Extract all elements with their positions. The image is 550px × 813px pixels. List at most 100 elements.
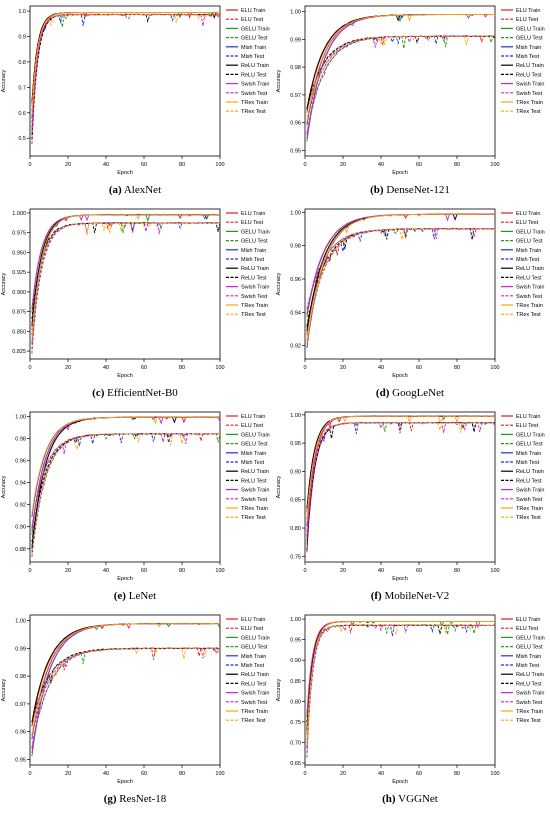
series-line-trex-train [31, 623, 220, 737]
legend-label: Mish Train [516, 45, 541, 51]
series-line-elu-test [31, 433, 220, 547]
panel-caption: (b) DenseNet-121 [275, 184, 545, 196]
caption-name: AlexNet [123, 184, 162, 196]
series-line-relu-train [306, 13, 495, 110]
y-tick-label: 0.97 [15, 702, 26, 708]
legend-label: Mish Train [516, 451, 541, 457]
series-line-relu-train [31, 623, 220, 723]
x-axis-label: Epoch [392, 576, 408, 582]
legend-label: Mish Train [241, 654, 266, 660]
y-tick-label: 1.00 [290, 413, 301, 419]
x-tick-label: 60 [416, 568, 422, 574]
panel-caption: (f) MobileNet-V2 [275, 590, 545, 602]
legend-label: ReLU Test [241, 478, 267, 484]
x-tick-label: 80 [454, 162, 460, 168]
y-tick-label: 0.850 [12, 329, 26, 335]
x-tick-label: 20 [340, 162, 346, 168]
series-line-swish-test [31, 222, 220, 350]
caption-letter: (c) [92, 387, 105, 399]
legend-label: TRex Test [241, 109, 266, 115]
legend-label: Mish Test [241, 257, 265, 263]
y-tick-label: 0.80 [290, 699, 301, 705]
series-line-relu-train [306, 213, 495, 332]
panel-caption: (d) GoogLeNet [275, 387, 545, 399]
x-tick-label: 40 [378, 365, 384, 371]
panel-caption: (g) ResNet-18 [0, 793, 270, 805]
series-line-elu-train [31, 416, 220, 553]
series-line-mish-train [31, 623, 220, 740]
series-line-swish-train [306, 415, 495, 540]
legend-label: ReLU Train [516, 469, 544, 475]
x-tick-label: 20 [65, 771, 71, 777]
x-tick-label: 0 [28, 568, 31, 574]
y-tick-label: 0.90 [290, 469, 301, 475]
caption-letter: (e) [113, 590, 126, 602]
x-tick-label: 80 [454, 771, 460, 777]
series-line-elu-test [31, 222, 220, 324]
legend-label: ELU Test [241, 17, 264, 23]
legend-label: TRex Train [241, 100, 268, 106]
legend-label: GELU Train [241, 635, 270, 641]
y-tick-label: 0.98 [15, 674, 26, 680]
axes-frame [304, 5, 496, 157]
legend-label: ReLU Train [516, 63, 544, 69]
x-tick-label: 80 [179, 162, 185, 168]
y-tick-label: 1.00 [290, 210, 301, 216]
series-line-relu-test [31, 647, 220, 723]
legend-label: Mish Test [516, 257, 540, 263]
caption-name: EfficientNet-B0 [107, 387, 178, 399]
series-line-swish-test [306, 35, 495, 134]
x-tick-label: 60 [416, 771, 422, 777]
y-tick-label: 0.75 [290, 554, 301, 560]
legend-label: ELU Train [241, 211, 265, 217]
legend-label: ELU Train [241, 617, 265, 623]
legend-label: Mish Train [516, 248, 541, 254]
y-tick-label: 0.94 [15, 481, 26, 487]
x-axis-label: Epoch [117, 373, 133, 379]
x-tick-label: 0 [303, 365, 306, 371]
x-axis-label: Epoch [392, 779, 408, 785]
legend-label: GELU Test [516, 645, 543, 651]
legend-label: Mish Train [241, 451, 266, 457]
series-line-gelu-test [31, 647, 220, 750]
caption-letter: (b) [370, 184, 384, 196]
y-tick-label: 1.00 [15, 619, 26, 625]
x-tick-label: 0 [303, 771, 306, 777]
legend-label: Swish Test [516, 294, 543, 300]
series-line-relu-train [31, 214, 220, 327]
y-tick-label: 0.95 [290, 638, 301, 644]
legend-label: Mish Train [516, 654, 541, 660]
y-tick-label: 0.80 [290, 526, 301, 532]
line-chart: 0 20 40 60 80 100 0.92 0.94 0.96 0.98 1.00 Epoch Acc… [276, 208, 545, 379]
legend-label: ReLU Train [516, 672, 544, 678]
series-line-mish-test [306, 624, 495, 742]
legend: ELU Train ELU Test GELU Train GELU Test Mish… [226, 617, 270, 724]
axes-frame [29, 5, 221, 157]
x-tick-label: 60 [416, 365, 422, 371]
legend-label: ReLU Train [241, 266, 269, 272]
legend-label: GELU Train [516, 432, 545, 438]
y-tick-label: 1.0 [18, 9, 26, 15]
caption-name: VGGNet [398, 793, 438, 805]
x-tick-label: 80 [179, 568, 185, 574]
caption-name: ResNet-18 [119, 793, 167, 805]
y-tick-label: 0.98 [15, 436, 26, 442]
x-tick-label: 20 [65, 162, 71, 168]
y-axis-label: Accuracy [1, 272, 7, 295]
legend-label: ELU Test [516, 626, 539, 632]
legend-label: TRex Test [241, 718, 266, 724]
legend-label: TRex Test [516, 718, 541, 724]
legend-label: ELU Train [241, 414, 265, 420]
caption-letter: (g) [103, 793, 117, 805]
y-tick-label: 0.94 [290, 310, 301, 316]
series-line-relu-test [306, 624, 495, 723]
legend-label: ReLU Train [241, 469, 269, 475]
series-line-elu-train [31, 214, 220, 331]
x-tick-label: 60 [141, 162, 147, 168]
legend-label: ReLU Test [516, 478, 542, 484]
series-line-mish-train [306, 13, 495, 126]
y-tick-label: 0.925 [12, 270, 26, 276]
axes-frame [304, 208, 496, 360]
legend-label: GELU Test [516, 442, 543, 448]
y-tick-label: 0.825 [12, 349, 26, 355]
